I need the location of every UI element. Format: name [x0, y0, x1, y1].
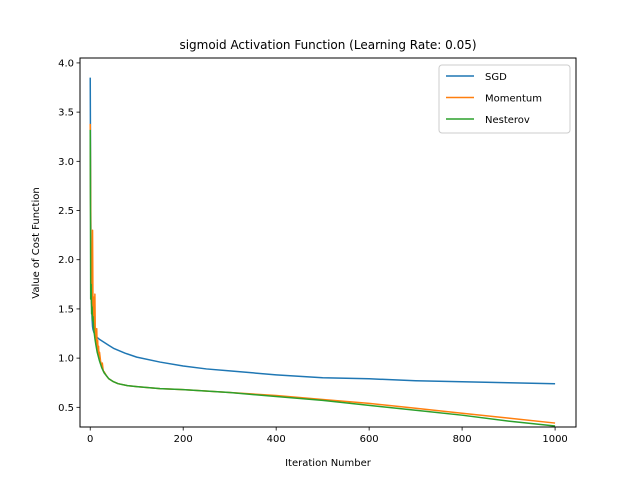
x-tick-label: 800: [453, 434, 472, 445]
y-tick-label: 1.5: [58, 304, 74, 315]
x-axis-label: Iteration Number: [285, 458, 372, 469]
x-axis-ticks: 0 200 400 600 800 1000: [87, 427, 568, 445]
y-tick-label: 1.0: [58, 354, 74, 365]
y-tick-label: 2.5: [58, 206, 74, 217]
x-tick-label: 200: [174, 434, 193, 445]
plot-lines: [89, 77, 556, 427]
y-tick-label: 2.0: [58, 255, 74, 266]
series-line-nesterov: [89, 129, 556, 427]
x-tick-label: 400: [267, 434, 286, 445]
legend-label-nesterov: Nesterov: [485, 115, 530, 126]
y-tick-label: 3.0: [58, 157, 74, 168]
x-tick-label: 1000: [542, 434, 567, 445]
legend-label-sgd: SGD: [485, 72, 507, 83]
x-tick-label: 600: [360, 434, 379, 445]
chart-title: sigmoid Activation Function (Learning Ra…: [179, 38, 476, 52]
y-tick-label: 4.0: [58, 58, 74, 69]
axes-frame: [79, 57, 577, 428]
y-tick-label: 3.5: [58, 108, 74, 119]
legend: SGD Momentum Nesterov: [438, 64, 571, 134]
y-axis-label: Value of Cost Function: [31, 187, 42, 298]
x-tick-label: 0: [87, 434, 93, 445]
y-tick-label: 0.5: [58, 403, 74, 414]
legend-box: [438, 64, 571, 134]
y-axis-ticks: 0.5 1.0 1.5 2.0 2.5 3.0 3.5 4.0: [58, 58, 80, 414]
legend-label-momentum: Momentum: [485, 94, 542, 105]
